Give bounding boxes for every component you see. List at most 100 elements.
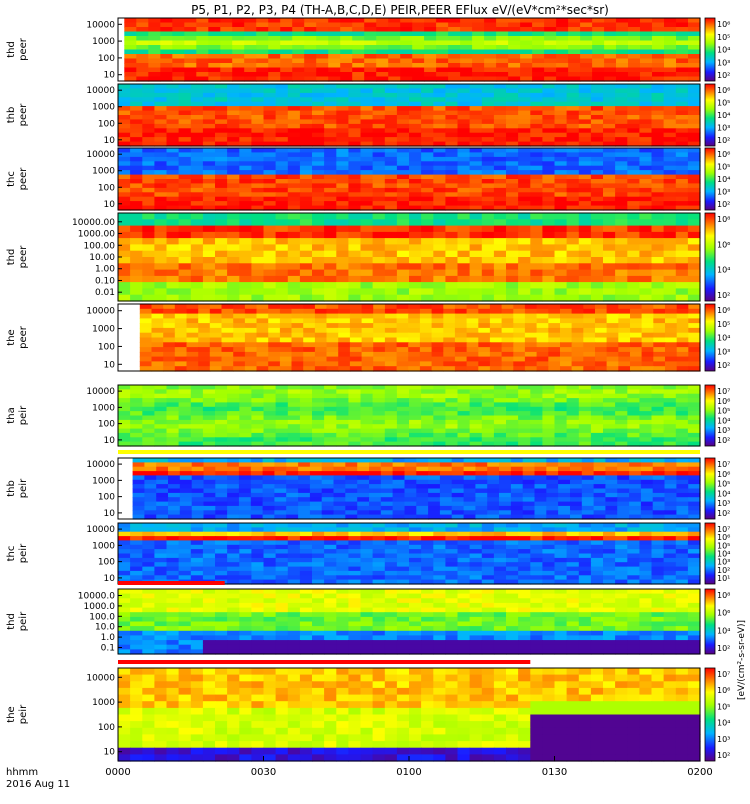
spectrogram-cell xyxy=(642,309,654,314)
spectrogram-cell xyxy=(595,333,607,338)
spectrogram-cell xyxy=(251,523,264,528)
spectrogram-cell xyxy=(642,333,654,338)
spectrogram-cell xyxy=(523,510,535,515)
spectrogram-cell xyxy=(615,201,628,206)
spectrogram-cell xyxy=(652,257,665,264)
spectrogram-cell xyxy=(215,201,228,206)
spectrogram-cell xyxy=(288,282,301,289)
spectrogram-cell xyxy=(615,137,628,142)
spectrogram-cell xyxy=(154,288,167,295)
spectrogram-cell xyxy=(496,41,509,46)
spectrogram-cell xyxy=(130,402,143,407)
spectrogram-cell xyxy=(445,179,458,184)
spectrogram-cell xyxy=(617,489,629,494)
spectrogram-cell xyxy=(397,407,410,412)
spectrogram-cell xyxy=(412,23,425,28)
spectrogram-cell xyxy=(603,251,616,258)
y-axis-label: peir xyxy=(18,405,29,425)
spectrogram-cell xyxy=(421,170,434,175)
spectrogram-cell xyxy=(357,493,369,498)
spectrogram-cell xyxy=(256,63,269,68)
spectrogram-cell xyxy=(405,484,417,489)
spectrogram-cell xyxy=(361,188,374,193)
spectrogram-cell xyxy=(472,68,485,73)
spectrogram-cell xyxy=(251,510,263,515)
spectrogram-cell xyxy=(393,462,405,467)
y-axis-label: peir xyxy=(18,478,29,498)
spectrogram-cell xyxy=(546,471,558,476)
spectrogram-cell xyxy=(664,416,677,421)
spectrogram-cell xyxy=(567,148,580,153)
spectrogram-cell xyxy=(179,385,192,390)
colorbar-tick-label: 10⁴ xyxy=(717,46,730,55)
spectrogram-cell xyxy=(167,257,180,264)
spectrogram-cell xyxy=(436,32,449,37)
spectrogram-cell xyxy=(292,304,304,309)
spectrogram-cell xyxy=(518,183,531,188)
spectrogram-cell xyxy=(676,506,688,511)
spectrogram-cell xyxy=(180,462,192,467)
spectrogram-cell xyxy=(558,458,570,463)
spectrogram-cell xyxy=(424,63,437,68)
spectrogram-cell xyxy=(312,394,325,399)
spectrogram-cell xyxy=(220,36,233,41)
spectrogram-cell xyxy=(264,385,277,390)
spectrogram-cell xyxy=(676,458,688,463)
spectrogram-cell xyxy=(494,238,507,245)
spectrogram-cell xyxy=(639,219,652,226)
spectrogram-cell xyxy=(180,480,192,485)
spectrogram-cell xyxy=(460,59,473,64)
spectrogram-cell xyxy=(310,471,322,476)
spectrogram-cell xyxy=(555,398,568,403)
spectrogram-cell xyxy=(163,309,175,314)
spectrogram-cell xyxy=(142,137,155,142)
spectrogram-cell xyxy=(142,128,155,133)
spectrogram-cell xyxy=(142,93,155,98)
spectrogram-cell xyxy=(191,424,204,429)
spectrogram-cell xyxy=(433,389,446,394)
spectrogram-cell xyxy=(518,420,531,425)
spectrogram-cell xyxy=(208,45,221,50)
spectrogram-cell xyxy=(208,63,221,68)
spectrogram-cell xyxy=(409,532,422,537)
spectrogram-cell xyxy=(506,226,519,233)
spectrogram-cell xyxy=(555,179,568,184)
spectrogram-cell xyxy=(400,18,413,23)
spectrogram-cell xyxy=(130,532,143,537)
spectrogram-cell xyxy=(591,133,604,138)
spectrogram-cell xyxy=(304,27,317,32)
spectrogram-cell xyxy=(187,338,199,343)
spectrogram-cell xyxy=(518,244,531,251)
spectrogram-cell xyxy=(412,72,425,77)
spectrogram-cell xyxy=(336,251,349,258)
spectrogram-cell xyxy=(292,314,304,319)
spectrogram-cell xyxy=(208,68,221,73)
spectrogram-cell xyxy=(227,510,239,515)
spectrogram-cell xyxy=(627,201,640,206)
spectrogram-cell xyxy=(191,201,204,206)
spectrogram-cell xyxy=(445,137,458,142)
spectrogram-cell xyxy=(582,497,594,502)
spectrogram-cell xyxy=(385,282,398,289)
spectrogram-cell xyxy=(424,32,437,37)
spectrogram-cell xyxy=(208,72,221,77)
spectrogram-cell xyxy=(251,385,264,390)
spectrogram-cell xyxy=(292,36,305,41)
spectrogram-cell xyxy=(629,471,641,476)
spectrogram-cell xyxy=(338,328,350,333)
spectrogram-cell xyxy=(251,115,264,120)
spectrogram-cell xyxy=(239,97,252,102)
spectrogram-cell xyxy=(482,93,495,98)
spectrogram-cell xyxy=(315,328,327,333)
spectrogram-cell xyxy=(257,304,269,309)
spectrogram-cell xyxy=(433,170,446,175)
spectrogram-cell xyxy=(312,527,325,532)
spectrogram-cell xyxy=(373,263,386,270)
spectrogram-cell xyxy=(428,471,440,476)
spectrogram-cell xyxy=(350,347,362,352)
spectrogram-cell xyxy=(542,213,555,220)
spectrogram-cell xyxy=(327,357,339,362)
spectrogram-cell xyxy=(130,429,143,434)
spectrogram-cell xyxy=(508,59,521,64)
spectrogram-cell xyxy=(381,502,393,507)
